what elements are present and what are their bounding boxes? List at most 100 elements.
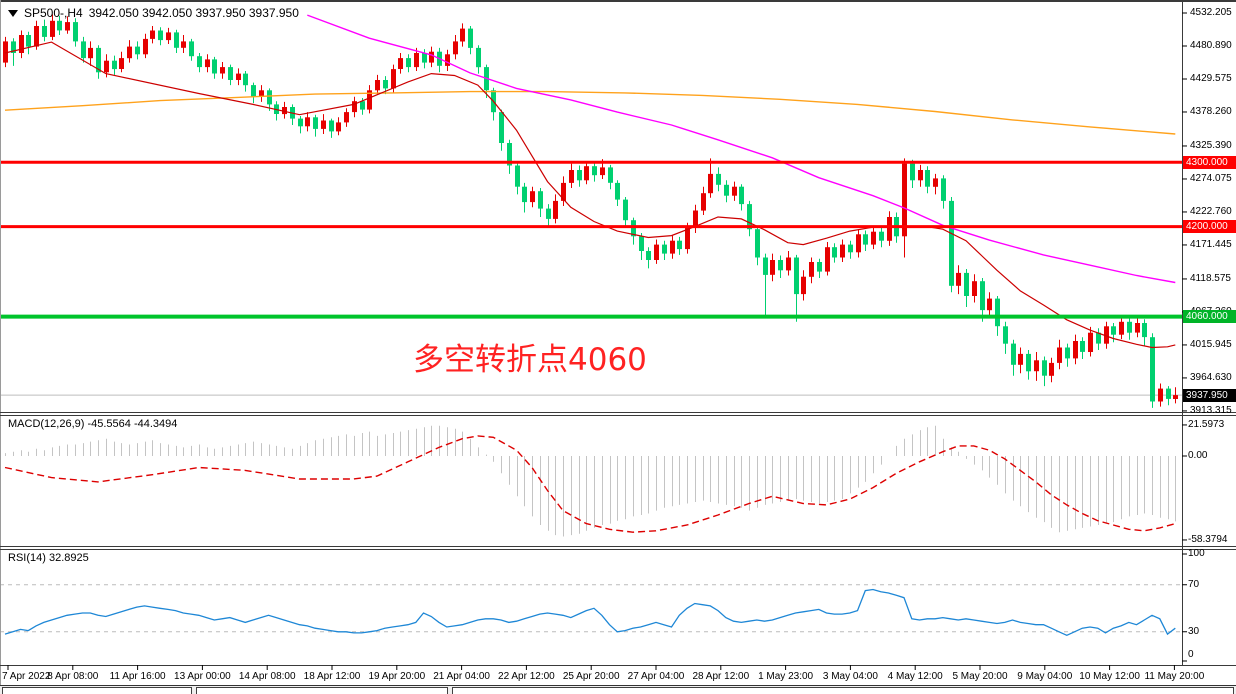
- candle-body: [747, 204, 752, 230]
- candle-body: [553, 200, 558, 219]
- candle-body: [778, 260, 783, 271]
- time-axis-label: 10 May 12:00: [1079, 671, 1140, 682]
- candle-body: [755, 229, 760, 258]
- candle-body: [476, 47, 481, 68]
- candle-body: [429, 51, 434, 63]
- price-axis-label: 4378.260: [1190, 105, 1232, 117]
- candle-body: [174, 32, 179, 48]
- candle-body: [42, 26, 47, 37]
- candle-body: [1018, 353, 1023, 365]
- annotation-text: 多空转折点4060: [413, 342, 647, 378]
- candle-body: [662, 244, 667, 254]
- symbol-dropdown-icon[interactable]: [8, 9, 18, 17]
- indicator-axis-label: 70: [1188, 578, 1200, 590]
- candle-body: [639, 236, 644, 251]
- candle-body: [367, 90, 372, 110]
- bottom-window-strip: [0, 685, 1236, 694]
- candle-body: [515, 165, 520, 187]
- candle-body: [236, 73, 241, 80]
- candle-body: [654, 244, 659, 260]
- candle-body: [770, 260, 775, 275]
- candle-body: [933, 178, 938, 187]
- candle-body: [918, 170, 923, 181]
- candle-body: [57, 20, 62, 31]
- time-axis-label: 22 Apr 12:00: [498, 671, 555, 682]
- time-axis-label: 9 May 04:00: [1017, 671, 1073, 682]
- candle-body: [879, 231, 884, 241]
- candle-body: [1042, 360, 1047, 376]
- candle-body: [902, 163, 907, 237]
- candle-body: [1127, 321, 1132, 333]
- ma-slow-orange: [4, 90, 1176, 135]
- time-axis-label: 14 Apr 08:00: [238, 671, 296, 682]
- quote-values: 3942.050 3942.050 3937.950 3937.950: [88, 6, 299, 20]
- candle-body: [685, 227, 690, 250]
- candle-body: [26, 35, 31, 47]
- time-axis-label: 21 Apr 04:00: [433, 671, 490, 682]
- candle-body: [739, 186, 744, 205]
- price-axis-label: 4171.445: [1190, 238, 1232, 250]
- candle-body: [949, 200, 954, 286]
- price-axis-label: 4222.760: [1190, 205, 1232, 217]
- ma-fast-red: [4, 41, 1176, 349]
- time-axis-label: 3 May 04:00: [822, 671, 878, 682]
- candle-body: [538, 191, 543, 209]
- candle-body: [786, 257, 791, 271]
- candle-body: [1111, 326, 1116, 335]
- candle-body: [910, 163, 915, 181]
- candle-body: [592, 166, 597, 176]
- minimized-window-edge[interactable]: [452, 687, 1234, 694]
- minimized-window-edge[interactable]: [2, 687, 192, 694]
- candle-body: [646, 251, 651, 260]
- candle-body: [1026, 353, 1031, 372]
- candle-body: [732, 186, 737, 196]
- candle-body: [561, 182, 566, 201]
- candle-body: [19, 35, 24, 53]
- candle-body: [119, 58, 124, 69]
- price-axis-label: 4274.075: [1190, 172, 1232, 184]
- time-axis-label: 19 Apr 20:00: [368, 671, 426, 682]
- candle-body: [1073, 341, 1078, 359]
- time-axis-label: 11 Apr 16:00: [109, 671, 166, 682]
- candle-body: [623, 199, 628, 221]
- time-axis-label: 27 Apr 04:00: [627, 671, 685, 682]
- candle-body: [414, 53, 419, 68]
- candle-body: [794, 257, 799, 295]
- candle-body: [763, 257, 768, 275]
- candle-body: [631, 220, 636, 237]
- candle-body: [11, 41, 16, 53]
- candle-body: [615, 182, 620, 200]
- candle-body: [840, 244, 845, 258]
- macd-indicator-label: MACD(12,26,9) -45.5564 -44.3494: [8, 418, 178, 430]
- window-top-border: [0, 0, 1236, 2]
- candle-body: [305, 117, 310, 127]
- candle-body: [189, 41, 194, 57]
- indicator-axis-label: 0: [1188, 649, 1194, 660]
- macd-signal-line: [4, 435, 1176, 533]
- candle-body: [1049, 362, 1054, 376]
- candle-body: [1173, 395, 1178, 399]
- candle-body: [848, 244, 853, 253]
- candle-body: [352, 101, 357, 113]
- candle-body: [887, 217, 892, 241]
- candle-body: [832, 247, 837, 258]
- candle-body: [96, 47, 101, 73]
- candle-body: [282, 107, 287, 115]
- price-axis-label: 3964.630: [1190, 371, 1232, 383]
- minimized-window-edge[interactable]: [196, 687, 448, 694]
- candle-body: [871, 231, 876, 245]
- price-axis-label: 4532.205: [1190, 7, 1232, 18]
- candle-body: [445, 54, 450, 66]
- candle-body: [1104, 326, 1109, 344]
- candle-body: [1011, 343, 1016, 365]
- time-axis-label: 18 Apr 12:00: [303, 671, 361, 682]
- candle-body: [127, 46, 132, 59]
- candle-body: [1119, 321, 1124, 335]
- candle-body: [34, 26, 39, 47]
- candle-body: [584, 166, 589, 181]
- candle-body: [995, 298, 1000, 327]
- candle-body: [964, 272, 969, 296]
- candle-body: [391, 69, 396, 89]
